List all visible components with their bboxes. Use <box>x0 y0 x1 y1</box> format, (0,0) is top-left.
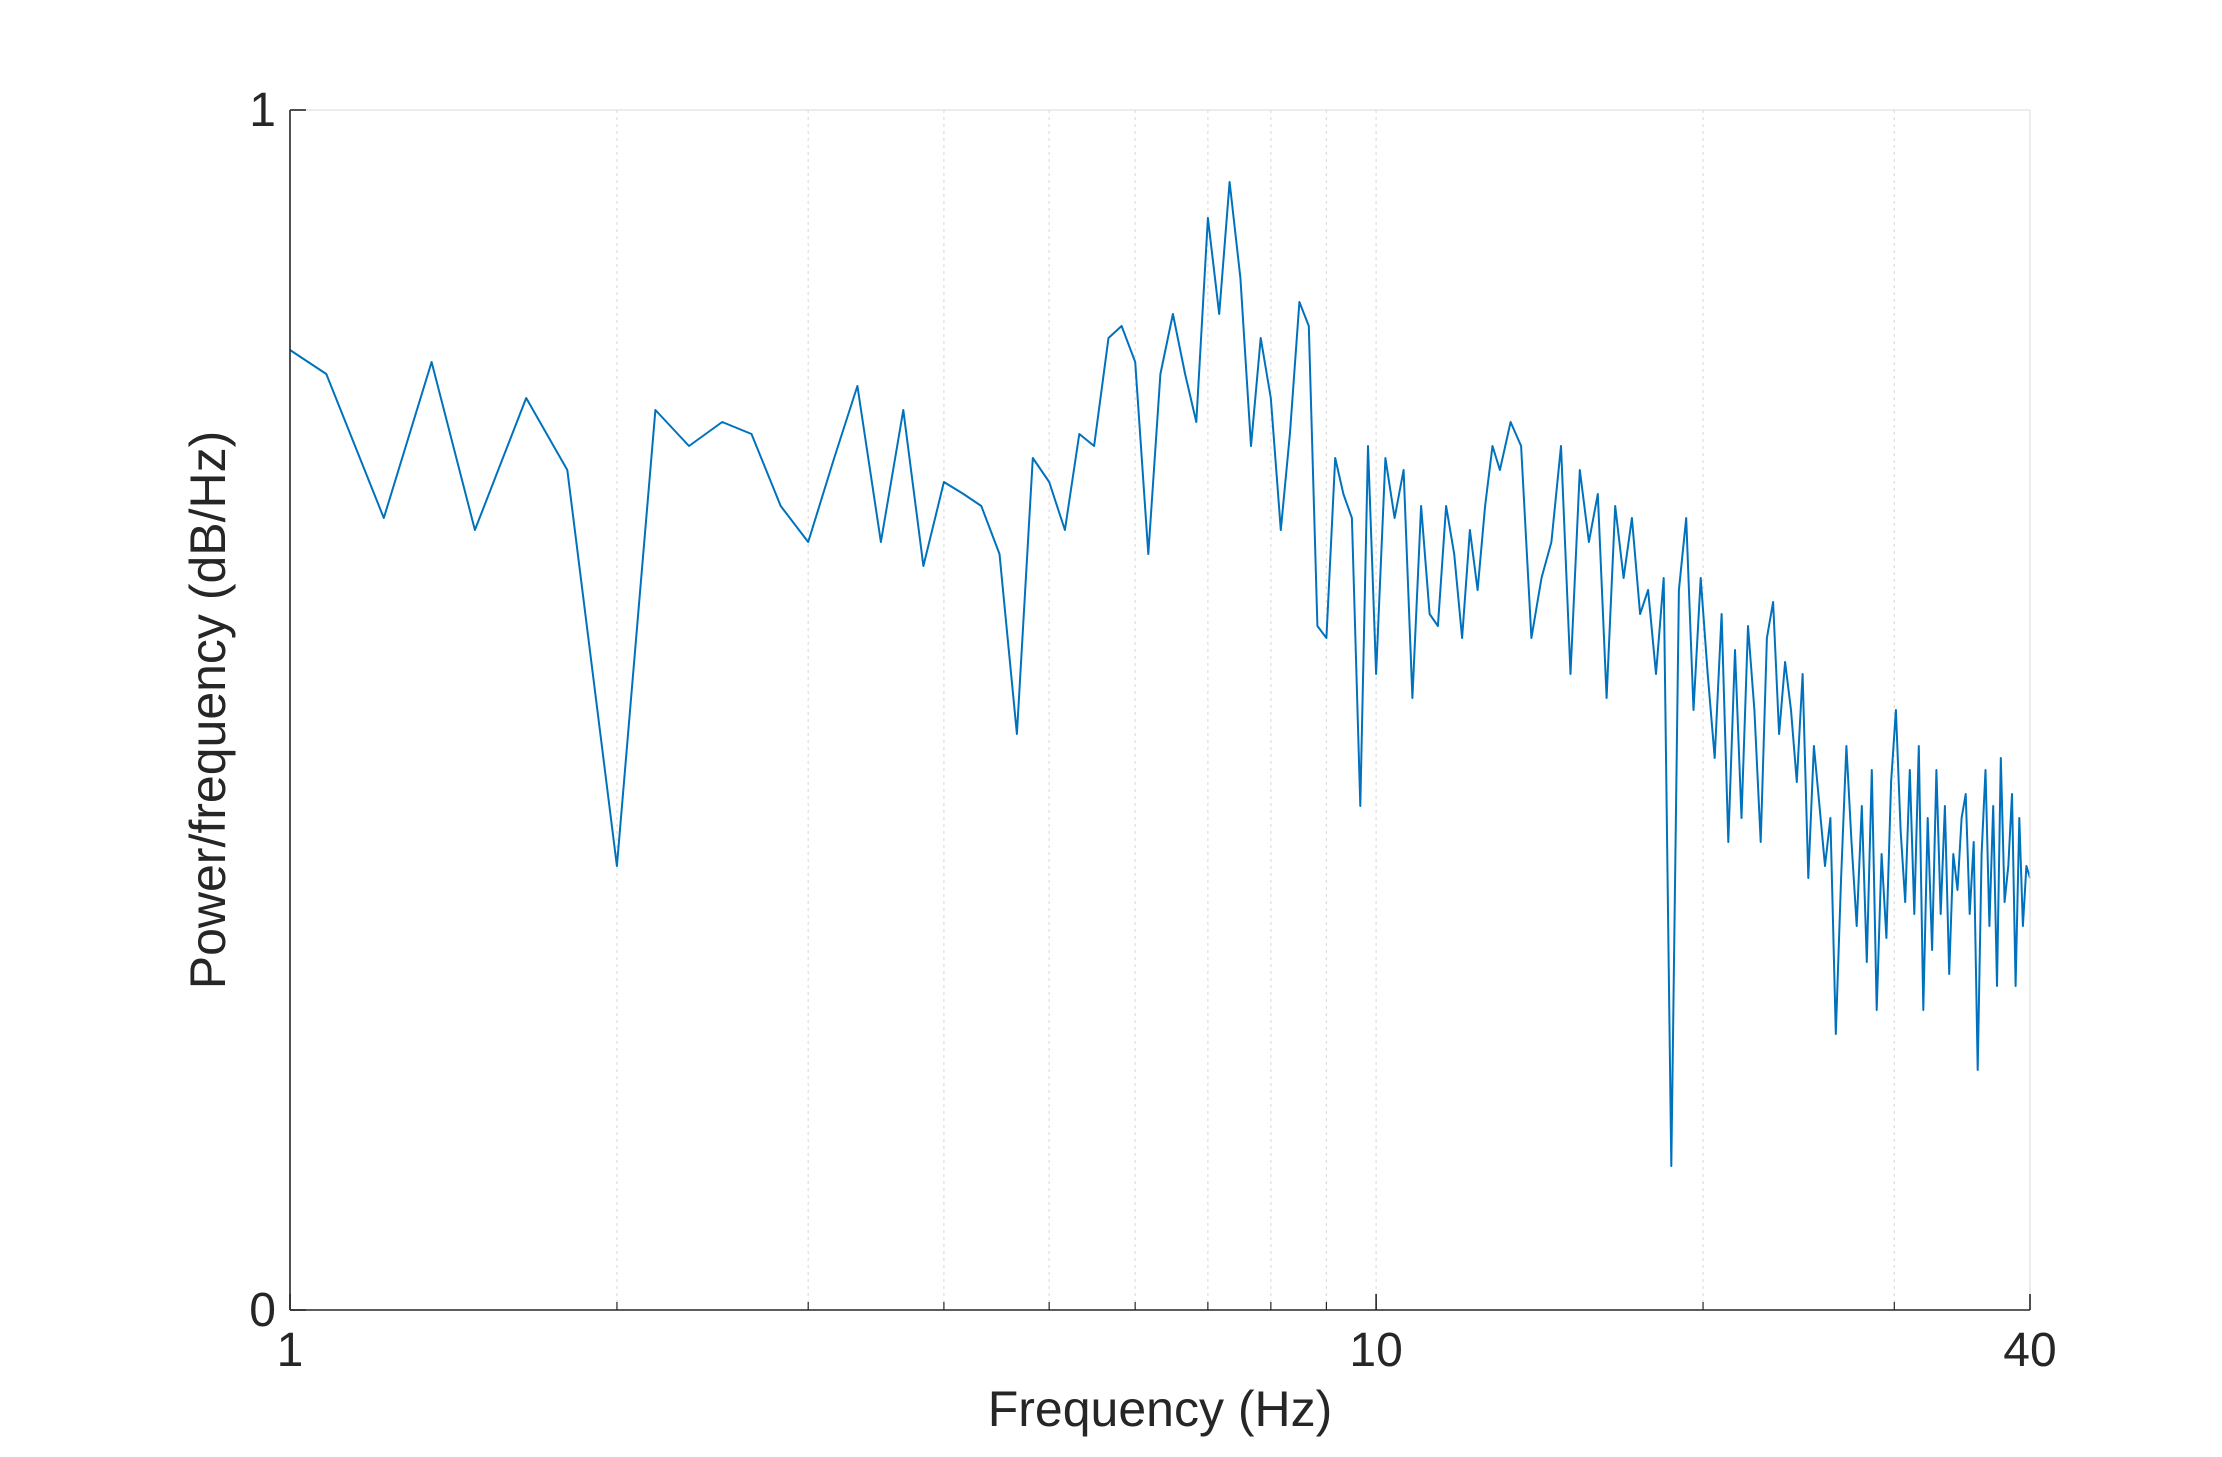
x-axis-label: Frequency (Hz) <box>988 1381 1333 1437</box>
series-layer <box>289 181 2031 1167</box>
plot-area <box>290 110 2030 1310</box>
series-line <box>289 181 2031 1167</box>
x-tick-label: 1 <box>277 1324 304 1377</box>
x-tick-label: 10 <box>1349 1324 1402 1377</box>
axes <box>289 109 2031 1311</box>
y-tick-label: 1 <box>249 84 276 137</box>
y-axis-label: Power/frequency (dB/Hz) <box>180 431 236 990</box>
x-tick-label: 40 <box>2003 1324 2056 1377</box>
y-tick-label: 0 <box>249 1284 276 1337</box>
